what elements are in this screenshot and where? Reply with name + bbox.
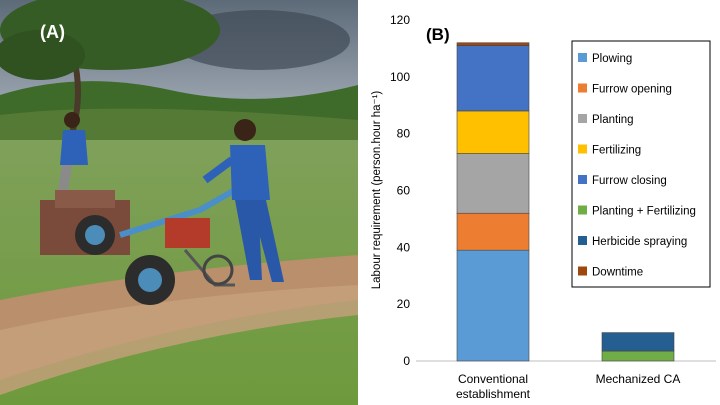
legend-label: Downtime <box>592 267 643 279</box>
legend-swatch <box>578 83 587 93</box>
legend-swatch <box>578 205 587 215</box>
bar-segment <box>456 42 530 46</box>
y-tick-label: 80 <box>397 127 411 141</box>
bars <box>456 42 675 362</box>
y-tick-label: 0 <box>403 354 410 368</box>
legend-label: Plowing <box>592 53 632 65</box>
panel-label-a: (A) <box>40 22 65 42</box>
stacked-bar-chart: (B) Labour requirement (person.hour ha⁻¹… <box>358 0 720 405</box>
legend-swatch <box>578 144 587 154</box>
legend: Plowing Furrow opening Planting Fertilizing… <box>571 40 711 288</box>
bar-segment <box>456 249 530 362</box>
legend-swatch <box>578 236 587 245</box>
legend-label: Furrow closing <box>592 175 667 187</box>
y-axis: 0 20 40 60 80 100 120 <box>390 13 410 368</box>
panel-label-b: (B) <box>426 25 450 44</box>
y-axis-label: Labour requirement (person.hour ha⁻¹) <box>371 91 383 290</box>
bar-segment <box>456 110 530 154</box>
y-tick-label: 120 <box>390 13 410 27</box>
legend-label: Planting <box>592 114 634 126</box>
bar-segment <box>601 332 675 352</box>
x-tick-label: Conventional <box>458 372 528 386</box>
bar-segment <box>456 45 530 112</box>
bar-segment <box>456 212 530 251</box>
legend-swatch <box>578 53 587 62</box>
legend-label: Furrow opening <box>592 84 672 96</box>
legend-label: Planting + Fertilizing <box>592 206 696 218</box>
photo-farm-machine-icon <box>0 0 358 405</box>
y-tick-label: 60 <box>397 184 411 198</box>
x-tick-label: Mechanized CA <box>596 372 681 386</box>
legend-label: Fertilizing <box>592 145 641 157</box>
bar-segment <box>601 350 675 362</box>
legend-box <box>571 40 711 288</box>
x-tick-label: establishment <box>456 387 531 401</box>
y-tick-label: 100 <box>390 70 410 84</box>
legend-label: Herbicide spraying <box>592 236 687 248</box>
legend-swatch <box>578 114 587 123</box>
bar-segment <box>456 153 530 214</box>
y-tick-label: 40 <box>397 240 411 254</box>
legend-swatch <box>578 266 587 276</box>
y-tick-label: 20 <box>397 297 411 311</box>
legend-swatch <box>578 175 587 184</box>
farm-photo <box>0 0 358 405</box>
